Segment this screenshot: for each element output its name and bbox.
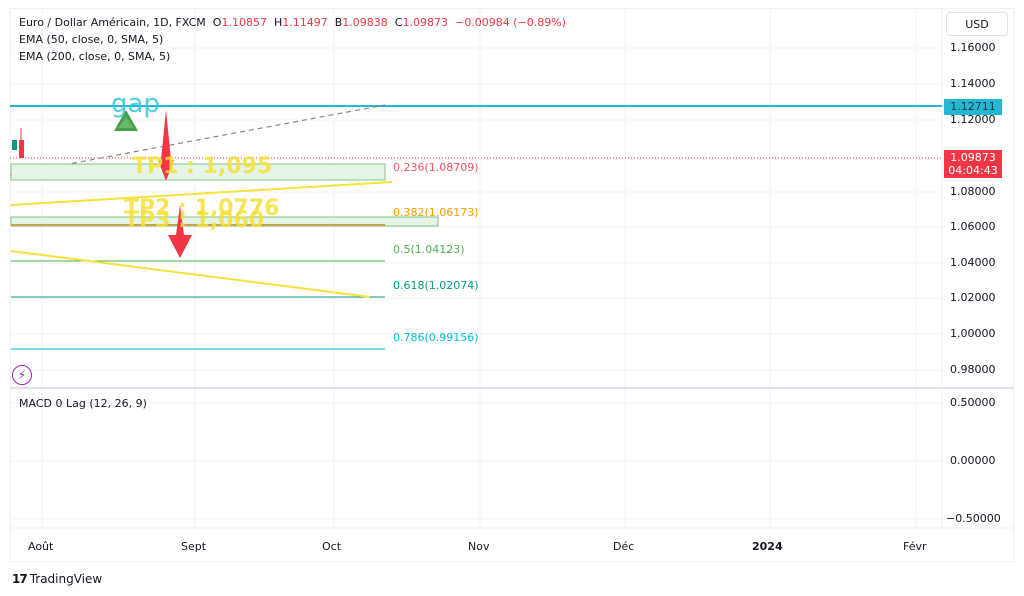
indicator-ema50[interactable]: EMA (50, close, 0, SMA, 5) — [19, 33, 164, 46]
high-value: 1.11497 — [282, 16, 328, 29]
last-price: 1.09873 — [950, 151, 996, 164]
tradingview-mark-icon: 17 — [12, 572, 28, 586]
lightning-icon[interactable]: ⚡ — [12, 365, 32, 385]
chart-frame — [10, 8, 1014, 562]
fib-zone-0.236 — [10, 163, 386, 181]
yellow-trendline-upper — [10, 181, 393, 206]
fib-label-0.5: 0.5(1.04123) — [393, 243, 465, 256]
macd-tick: 0.50000 — [950, 396, 996, 409]
price-tick: 1.14000 — [950, 77, 996, 90]
time-label: Déc — [613, 540, 635, 553]
price-tick: 1.12000 — [950, 113, 996, 126]
time-label: Oct — [322, 540, 342, 553]
chart-legend: Euro / Dollar Américain, 1D, FXCM O1.108… — [19, 14, 566, 65]
gap-annotation: gap — [111, 89, 160, 119]
currency-button[interactable]: USD — [946, 12, 1008, 36]
yellow-trendline-lower — [10, 250, 371, 298]
time-label: Août — [28, 540, 54, 553]
price-tick: 1.16000 — [950, 41, 996, 54]
price-tick: 1.06000 — [950, 220, 996, 233]
price-tick: 0.98000 — [950, 363, 996, 376]
macd-legend[interactable]: MACD 0 Lag (12, 26, 9) — [19, 397, 147, 410]
price-tick: 1.04000 — [950, 256, 996, 269]
down-arrow-tp3-icon — [168, 205, 192, 258]
tp1-annotation: TP1 : 1,095 — [132, 154, 273, 179]
time-label: 2024 — [752, 540, 783, 553]
symbol-name: Euro / Dollar Américain, 1D, FXCM — [19, 16, 206, 29]
horizontal-line-price-tag: 1.12711 — [944, 99, 1002, 115]
fib-label-0.618: 0.618(1.02074) — [393, 279, 479, 292]
bar-countdown: 04:04:43 — [948, 164, 998, 177]
price-tick: 1.02000 — [950, 291, 996, 304]
indicator-ema200[interactable]: EMA (200, close, 0, SMA, 5) — [19, 50, 171, 63]
macd-tick: 0.00000 — [950, 454, 996, 467]
time-label: Sept — [181, 540, 207, 553]
change-value: −0.00984 (−0.89%) — [454, 16, 566, 29]
macd-tick: −0.50000 — [946, 512, 1001, 525]
time-label: Nov — [468, 540, 490, 553]
time-label: Févr — [903, 540, 927, 553]
fib-label-0.786: 0.786(0.99156) — [393, 331, 479, 344]
brand-name: TradingView — [29, 572, 103, 586]
down-arrow-tp1-icon — [158, 110, 174, 181]
price-tick: 1.08000 — [950, 185, 996, 198]
tp2-annotation: TP2 : 1,0776 — [124, 196, 280, 221]
fib-label-0.382: 0.382(1.06173) — [393, 206, 479, 219]
low-value: 1.09838 — [342, 16, 388, 29]
candlesticks — [12, 128, 24, 158]
symbol-line[interactable]: Euro / Dollar Américain, 1D, FXCM O1.108… — [19, 16, 566, 29]
dashed-trendline — [9, 104, 386, 176]
close-value: 1.09873 — [402, 16, 448, 29]
open-value: 1.10857 — [221, 16, 267, 29]
last-price-tag: 1.09873 04:04:43 — [944, 150, 1002, 178]
tradingview-logo[interactable]: 17 TradingView — [12, 572, 102, 586]
tp3-annotation: TP3 : 1,060 — [124, 208, 265, 233]
price-tick: 1.00000 — [950, 327, 996, 340]
fib-label-0.236: 0.236(1.08709) — [393, 161, 479, 174]
